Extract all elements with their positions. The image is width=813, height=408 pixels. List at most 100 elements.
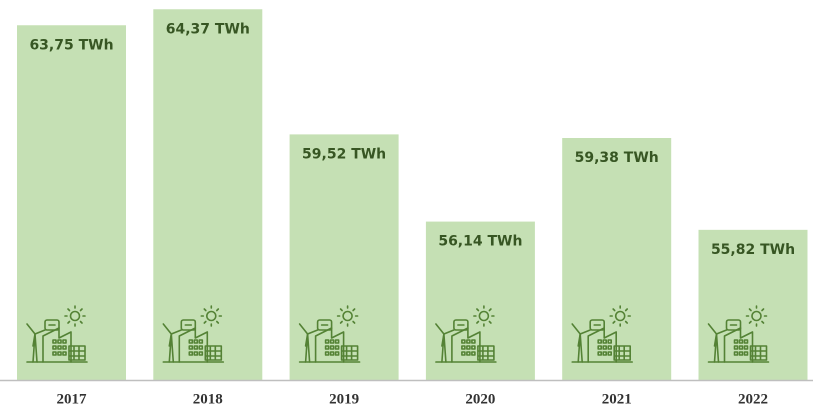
icon-part xyxy=(67,320,71,324)
icon-part xyxy=(329,351,335,356)
icon-part xyxy=(352,308,356,312)
icon-part xyxy=(725,319,742,331)
icon-part xyxy=(733,345,739,350)
icon-part xyxy=(44,319,60,331)
icon-part xyxy=(57,345,62,350)
icon-part xyxy=(738,339,744,344)
icon-part xyxy=(624,320,629,324)
icon-part xyxy=(162,323,183,347)
icon-part xyxy=(748,308,752,312)
bar-icon xyxy=(162,305,225,363)
icon-part xyxy=(602,351,608,356)
icon-part xyxy=(324,345,330,350)
x-tick-label: 2021 xyxy=(602,391,632,407)
icon-part xyxy=(748,320,752,324)
icon-part xyxy=(453,319,469,331)
value-label: 56,14 TWh xyxy=(438,234,522,250)
icon-part xyxy=(198,345,204,350)
icon-part xyxy=(314,327,345,363)
x-tick-label: 2018 xyxy=(193,391,223,407)
icon-part xyxy=(193,345,199,350)
value-label: 63,75 TWh xyxy=(29,37,113,53)
icon-part xyxy=(193,351,199,356)
icon-part xyxy=(733,339,739,344)
icon-part xyxy=(178,327,209,363)
icon-part xyxy=(216,320,220,324)
icon-part xyxy=(761,308,765,312)
x-tick-label: 2020 xyxy=(465,391,495,407)
bar xyxy=(153,9,263,381)
icon-part xyxy=(198,351,204,356)
icon-part xyxy=(743,339,749,344)
icon-part xyxy=(471,339,476,344)
icon-part xyxy=(707,323,728,347)
icon-part xyxy=(749,345,768,361)
icon-part xyxy=(743,351,749,356)
icon-part xyxy=(329,345,335,350)
plot-area xyxy=(17,9,808,381)
icon-part xyxy=(188,339,194,344)
icon-part xyxy=(204,345,223,361)
icon-part xyxy=(79,320,83,324)
icon-part xyxy=(451,327,481,363)
bar-icon xyxy=(298,305,361,363)
icon-part xyxy=(216,308,220,312)
icon-part xyxy=(461,339,466,344)
icon-part xyxy=(471,351,476,356)
icon-part xyxy=(612,320,616,324)
icon-part xyxy=(329,339,335,344)
icon-part xyxy=(62,339,67,344)
icon-part xyxy=(613,345,632,361)
icon-part xyxy=(738,345,744,350)
icon-part xyxy=(477,345,495,361)
icon-part xyxy=(602,345,608,350)
icon-part xyxy=(607,351,613,356)
icon-part xyxy=(471,345,476,350)
icon-part xyxy=(342,310,353,322)
bar-icon xyxy=(707,305,770,363)
icon-part xyxy=(52,351,57,356)
icon-part xyxy=(193,339,199,344)
icon-part xyxy=(339,308,343,312)
icon-part xyxy=(612,308,616,312)
icon-part xyxy=(57,351,62,356)
icon-part xyxy=(488,320,492,324)
icon-part xyxy=(587,327,618,363)
icon-part xyxy=(79,308,83,312)
x-tick-label: 2019 xyxy=(329,391,359,407)
icon-part xyxy=(602,339,608,344)
icon-part xyxy=(340,345,359,361)
x-tick-label: 2017 xyxy=(57,391,88,407)
icon-part xyxy=(52,345,57,350)
icon-part xyxy=(461,345,466,350)
icon-part xyxy=(478,310,490,322)
icon-part xyxy=(761,320,765,324)
icon-part xyxy=(339,320,343,324)
icon-part xyxy=(738,351,744,356)
icon-part xyxy=(206,310,217,322)
bar-icon xyxy=(435,305,497,363)
icon-part xyxy=(67,308,71,312)
bar xyxy=(17,25,126,380)
icon-part xyxy=(597,351,603,356)
icon-part xyxy=(723,327,754,363)
icon-part xyxy=(461,351,466,356)
x-tick-label: 2022 xyxy=(738,391,768,407)
icon-part xyxy=(476,308,480,312)
icon-part xyxy=(316,319,333,331)
icon-part xyxy=(607,345,613,350)
icon-part xyxy=(571,323,592,347)
icon-part xyxy=(57,339,62,344)
icon-part xyxy=(466,339,471,344)
icon-part xyxy=(26,323,46,347)
icon-part xyxy=(68,345,86,361)
icon-part xyxy=(298,323,319,347)
value-label: 55,82 TWh xyxy=(711,242,795,258)
value-label: 59,52 TWh xyxy=(302,146,386,162)
icon-part xyxy=(62,345,67,350)
icon-part xyxy=(203,308,207,312)
icon-part xyxy=(733,351,739,356)
icon-part xyxy=(203,320,207,324)
icon-part xyxy=(624,308,629,312)
